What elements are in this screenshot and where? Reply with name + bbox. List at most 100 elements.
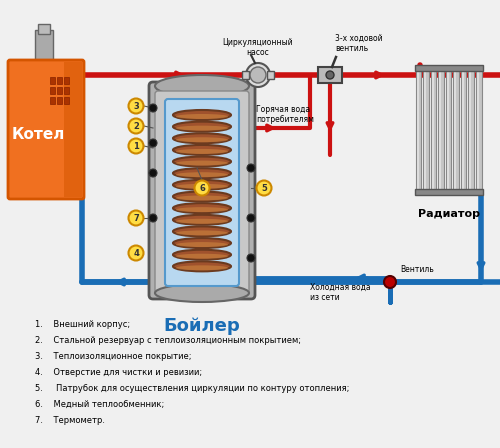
Circle shape bbox=[256, 181, 272, 195]
Text: 3: 3 bbox=[133, 102, 139, 111]
Bar bbox=[50, 77, 55, 84]
Circle shape bbox=[128, 211, 144, 225]
Ellipse shape bbox=[176, 195, 228, 201]
Bar bbox=[454, 68, 456, 192]
Text: 1: 1 bbox=[133, 142, 139, 151]
Text: Циркуляционный
насос: Циркуляционный насос bbox=[222, 38, 294, 57]
Circle shape bbox=[326, 71, 334, 79]
Bar bbox=[50, 87, 55, 94]
Ellipse shape bbox=[173, 261, 231, 271]
Bar bbox=[35, 30, 53, 64]
Circle shape bbox=[246, 63, 270, 87]
Circle shape bbox=[250, 67, 266, 83]
Ellipse shape bbox=[173, 250, 231, 260]
Circle shape bbox=[247, 164, 255, 172]
Circle shape bbox=[128, 99, 144, 113]
Bar bbox=[461, 68, 466, 192]
Bar bbox=[470, 68, 472, 192]
Text: 6.    Медный теплообменник;: 6. Медный теплообменник; bbox=[35, 400, 164, 409]
FancyBboxPatch shape bbox=[165, 99, 239, 286]
Bar bbox=[446, 68, 448, 192]
Text: Радиатор: Радиатор bbox=[418, 209, 480, 219]
Ellipse shape bbox=[176, 230, 228, 236]
Circle shape bbox=[128, 138, 144, 154]
Ellipse shape bbox=[176, 149, 228, 154]
Text: Вентиль: Вентиль bbox=[400, 265, 434, 274]
Ellipse shape bbox=[173, 203, 231, 213]
Text: Котел: Котел bbox=[12, 127, 64, 142]
Ellipse shape bbox=[155, 284, 249, 302]
Circle shape bbox=[247, 214, 255, 222]
Bar bbox=[267, 71, 274, 79]
Ellipse shape bbox=[173, 238, 231, 248]
Text: 7.    Термометр.: 7. Термометр. bbox=[35, 416, 105, 425]
Circle shape bbox=[149, 104, 157, 112]
Bar bbox=[423, 68, 428, 192]
Circle shape bbox=[194, 181, 210, 195]
Ellipse shape bbox=[176, 184, 228, 189]
Bar bbox=[432, 68, 434, 192]
Ellipse shape bbox=[155, 75, 249, 97]
Circle shape bbox=[149, 214, 157, 222]
FancyBboxPatch shape bbox=[149, 82, 255, 299]
FancyBboxPatch shape bbox=[155, 91, 249, 294]
Text: Холодная вода
из сети: Холодная вода из сети bbox=[310, 283, 370, 302]
Ellipse shape bbox=[173, 168, 231, 178]
Bar bbox=[242, 71, 249, 79]
Bar bbox=[446, 68, 452, 192]
Bar bbox=[64, 97, 69, 104]
Circle shape bbox=[128, 246, 144, 260]
Ellipse shape bbox=[176, 265, 228, 270]
Text: 5: 5 bbox=[261, 184, 267, 193]
Bar bbox=[64, 87, 69, 94]
Ellipse shape bbox=[173, 145, 231, 155]
FancyBboxPatch shape bbox=[8, 60, 84, 199]
Bar bbox=[430, 68, 436, 192]
Bar bbox=[57, 97, 62, 104]
Text: 4.    Отверстие для чистки и ревизии;: 4. Отверстие для чистки и ревизии; bbox=[35, 368, 202, 377]
Circle shape bbox=[128, 119, 144, 134]
Ellipse shape bbox=[176, 125, 228, 131]
Circle shape bbox=[149, 139, 157, 147]
Circle shape bbox=[247, 254, 255, 262]
Bar bbox=[318, 67, 342, 83]
Bar bbox=[476, 68, 482, 192]
Bar bbox=[64, 77, 69, 84]
Ellipse shape bbox=[176, 207, 228, 212]
Bar bbox=[415, 65, 483, 71]
Bar bbox=[416, 68, 421, 192]
Text: 6: 6 bbox=[199, 184, 205, 193]
Bar bbox=[477, 68, 479, 192]
Text: 3.    Теплоизоляционное покрытие;: 3. Теплоизоляционное покрытие; bbox=[35, 352, 192, 361]
Ellipse shape bbox=[173, 180, 231, 190]
Bar bbox=[462, 68, 464, 192]
Ellipse shape bbox=[176, 172, 228, 177]
Text: 4: 4 bbox=[133, 249, 139, 258]
Bar bbox=[415, 189, 483, 195]
Ellipse shape bbox=[176, 254, 228, 258]
Bar bbox=[424, 68, 426, 192]
Ellipse shape bbox=[176, 219, 228, 224]
Text: 7: 7 bbox=[133, 214, 139, 223]
Ellipse shape bbox=[173, 134, 231, 143]
Bar bbox=[57, 87, 62, 94]
Text: 2.    Стальной резервуар с теплоизоляционным покрытием;: 2. Стальной резервуар с теплоизоляционны… bbox=[35, 336, 301, 345]
Ellipse shape bbox=[176, 137, 228, 142]
Bar bbox=[438, 68, 444, 192]
Ellipse shape bbox=[173, 110, 231, 120]
Bar bbox=[416, 68, 418, 192]
Ellipse shape bbox=[173, 122, 231, 132]
Ellipse shape bbox=[173, 191, 231, 202]
Bar bbox=[50, 97, 55, 104]
Ellipse shape bbox=[176, 114, 228, 119]
Text: 2: 2 bbox=[133, 122, 139, 131]
Text: Бойлер: Бойлер bbox=[164, 317, 240, 335]
Text: 5.     Патрубок для осуществления циркуляции по контуру отопления;: 5. Патрубок для осуществления циркуляции… bbox=[35, 384, 350, 393]
Bar bbox=[57, 77, 62, 84]
Circle shape bbox=[384, 276, 396, 288]
Text: 3-х ходовой
вентиль: 3-х ходовой вентиль bbox=[335, 34, 382, 53]
Circle shape bbox=[149, 169, 157, 177]
Ellipse shape bbox=[176, 242, 228, 247]
Ellipse shape bbox=[173, 156, 231, 167]
Ellipse shape bbox=[173, 215, 231, 225]
